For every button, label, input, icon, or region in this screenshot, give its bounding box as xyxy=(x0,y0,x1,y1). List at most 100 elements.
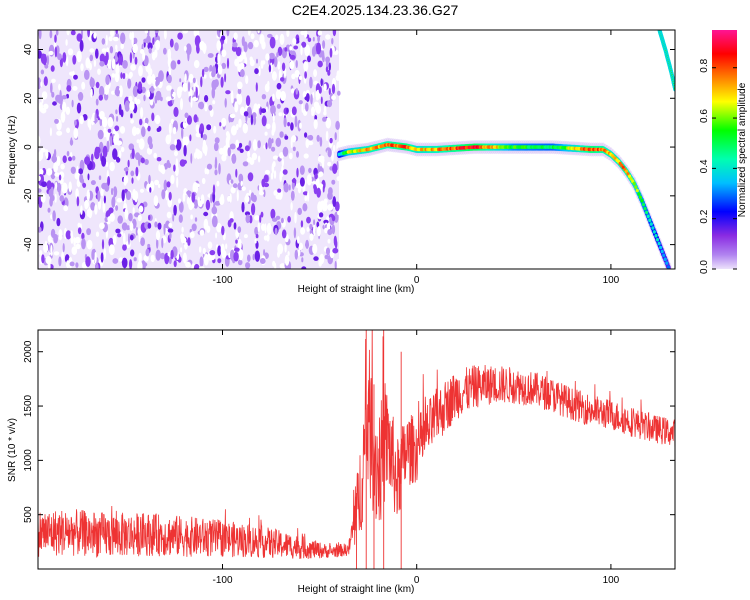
noise-blob xyxy=(220,243,225,256)
noise-blob xyxy=(316,187,321,198)
noise-blob xyxy=(243,234,248,239)
noise-blob xyxy=(198,150,203,159)
noise-blob xyxy=(172,126,177,135)
noise-blob xyxy=(233,251,239,262)
noise-blob xyxy=(115,30,118,34)
snr-series xyxy=(38,330,675,569)
noise-blob xyxy=(327,239,331,244)
noise-blob xyxy=(230,249,235,261)
noise-blob xyxy=(146,35,151,45)
noise-blob xyxy=(335,120,340,130)
noise-blob xyxy=(55,30,59,36)
noise-blob xyxy=(271,71,277,81)
noise-blob xyxy=(146,90,151,98)
noise-blob xyxy=(324,254,329,260)
snr-frame xyxy=(37,329,676,570)
noise-blob xyxy=(282,146,289,157)
noise-blob xyxy=(132,207,135,215)
noise-blob xyxy=(40,193,46,203)
noise-blob xyxy=(312,91,315,99)
noise-blob xyxy=(216,180,220,187)
noise-blob xyxy=(238,118,242,128)
noise-blob xyxy=(137,260,143,269)
noise-blob xyxy=(120,109,124,118)
noise-blob xyxy=(307,140,314,146)
noise-blob xyxy=(102,116,108,128)
noise-blob xyxy=(187,237,191,246)
noise-blob xyxy=(275,34,279,41)
noise-blob xyxy=(115,205,119,211)
noise-blob xyxy=(291,73,296,80)
noise-blob xyxy=(250,33,255,40)
noise-blob xyxy=(111,196,116,208)
noise-blob xyxy=(124,100,130,112)
noise-blob xyxy=(134,192,138,203)
noise-blob xyxy=(260,211,264,218)
noise-blob xyxy=(125,73,128,79)
noise-blob xyxy=(190,214,193,220)
x-tick-label: 0 xyxy=(414,275,420,286)
noise-blob xyxy=(320,96,323,105)
noise-blob xyxy=(145,248,150,257)
noise-blob xyxy=(214,169,218,176)
noise-blob xyxy=(329,216,332,224)
noise-blob xyxy=(247,254,251,262)
noise-blob xyxy=(304,44,311,57)
noise-blob xyxy=(280,90,286,102)
noise-blob xyxy=(65,39,68,46)
noise-blob xyxy=(197,196,200,206)
noise-blob xyxy=(54,172,60,177)
noise-blob xyxy=(117,215,123,224)
noise-blob xyxy=(230,90,234,102)
noise-blob xyxy=(77,91,84,101)
noise-blob xyxy=(301,266,307,269)
noise-blob xyxy=(332,144,336,152)
noise-blob xyxy=(65,56,69,67)
noise-blob xyxy=(194,217,198,222)
noise-blob xyxy=(54,118,59,124)
noise-blob xyxy=(119,125,126,134)
noise-blob xyxy=(53,251,60,256)
noise-blob xyxy=(240,69,245,78)
noise-blob xyxy=(149,142,153,150)
noise-blob xyxy=(56,217,61,227)
noise-blob xyxy=(181,226,184,233)
noise-blob xyxy=(131,148,135,160)
noise-blob xyxy=(99,222,105,230)
noise-blob xyxy=(132,85,138,98)
noise-blob xyxy=(211,215,218,228)
noise-blob xyxy=(298,100,303,105)
noise-blob xyxy=(76,165,79,176)
noise-blob xyxy=(280,217,284,224)
noise-blob xyxy=(115,156,121,163)
noise-blob xyxy=(207,241,213,249)
noise-blob xyxy=(108,36,113,42)
noise-blob xyxy=(319,253,325,265)
noise-blob xyxy=(300,45,303,56)
noise-blob xyxy=(204,95,209,103)
noise-blob xyxy=(89,48,95,53)
noise-blob xyxy=(234,101,239,113)
spectrogram-x-ticks: -100 0 100 xyxy=(212,30,620,286)
noise-blob xyxy=(147,222,152,229)
noise-blob xyxy=(150,254,155,263)
noise-blob xyxy=(163,223,166,235)
noise-blob xyxy=(137,214,142,222)
noise-blob xyxy=(237,226,242,234)
noise-blob xyxy=(141,77,146,83)
noise-blob xyxy=(233,32,238,40)
noise-blob xyxy=(209,254,216,261)
noise-blob xyxy=(325,66,329,73)
noise-blob xyxy=(244,211,251,216)
spectrogram-y-ticks: -40 -20 0 20 40 xyxy=(23,44,675,252)
noise-blob xyxy=(306,216,311,224)
ridge-core xyxy=(648,218,652,222)
noise-blob xyxy=(48,50,54,56)
noise-blob xyxy=(74,172,81,180)
noise-blob xyxy=(53,233,58,244)
noise-blob xyxy=(86,239,93,250)
noise-blob xyxy=(158,126,162,132)
noise-blob xyxy=(182,136,186,148)
noise-blob xyxy=(76,50,82,63)
spectrogram-xlabel: Height of straight line (km) xyxy=(298,284,415,295)
